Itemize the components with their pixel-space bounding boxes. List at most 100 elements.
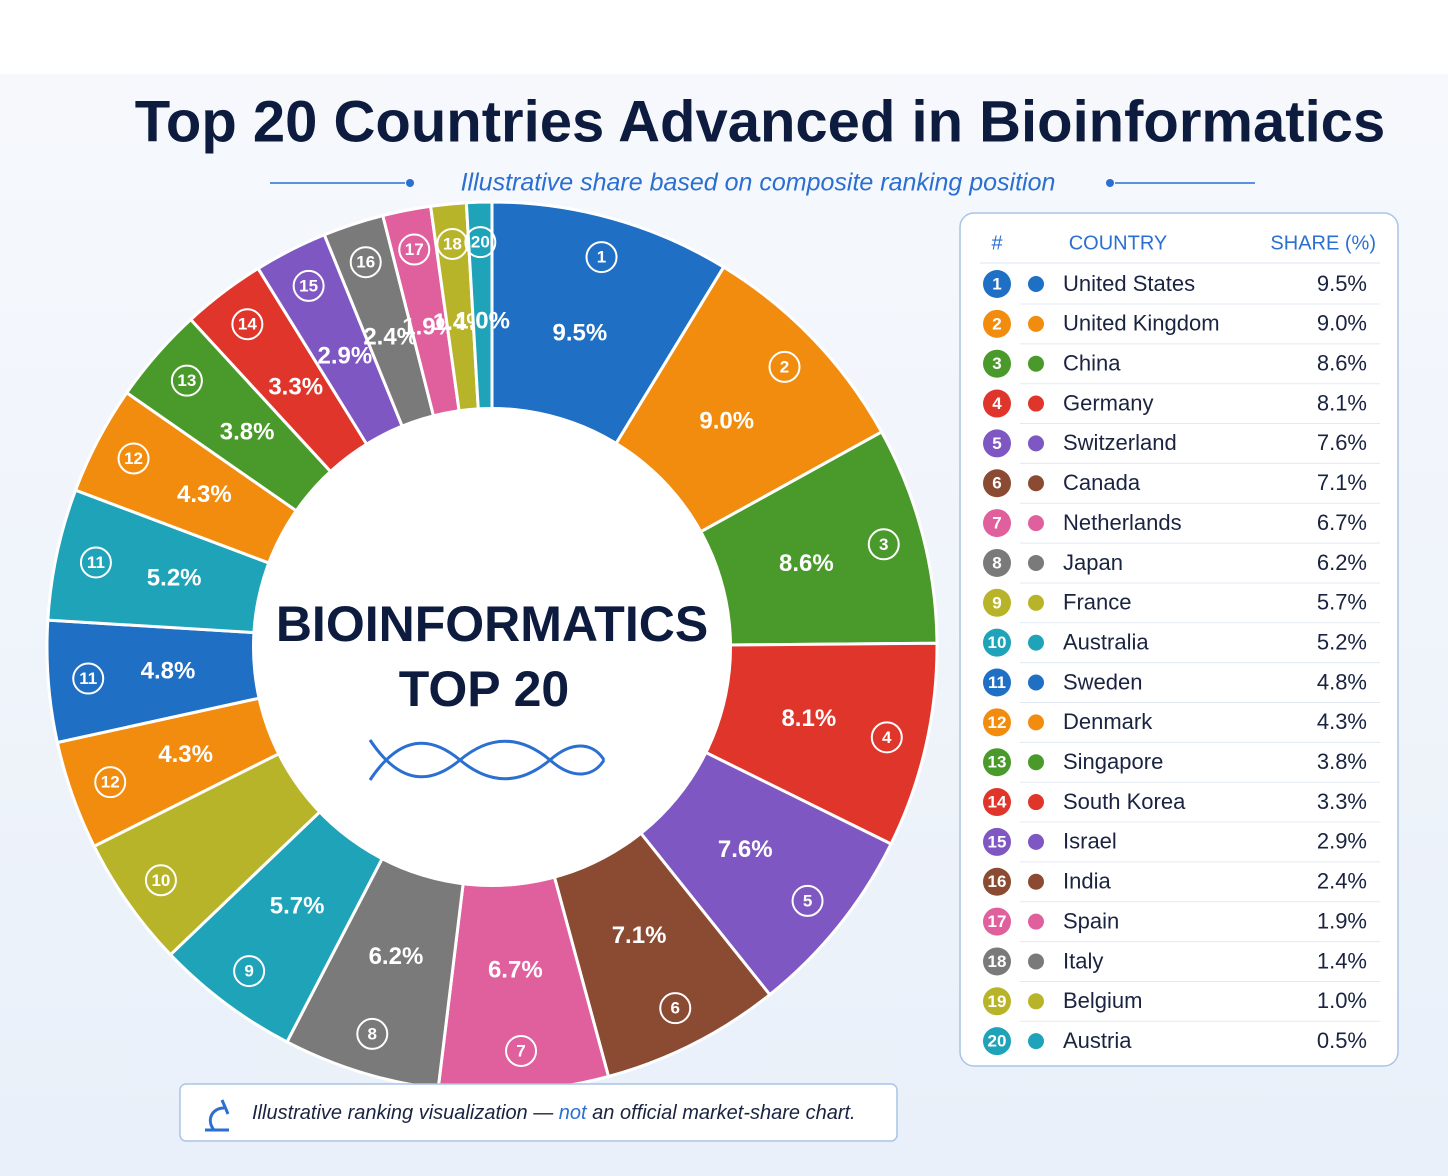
country-name: Germany	[1063, 390, 1153, 415]
color-dot	[1028, 634, 1044, 651]
segment-badge	[72, 662, 105, 695]
country-name: South Korea	[1063, 789, 1186, 814]
color-dot	[1028, 674, 1044, 691]
segment-value-label: 4.3%	[177, 481, 232, 508]
rank-number: 13	[988, 753, 1007, 772]
rank-badge	[983, 987, 1011, 1016]
color-dot	[1028, 1033, 1044, 1050]
donut-hole	[252, 407, 732, 887]
rank-number: 17	[988, 912, 1007, 931]
color-dot	[1028, 953, 1044, 970]
rank-badge	[983, 309, 1011, 338]
color-dot	[1028, 475, 1044, 492]
subtitle-dot	[1106, 179, 1114, 187]
subtitle-dot	[406, 179, 414, 187]
share-value: 3.8%	[1317, 749, 1367, 774]
rank-badge	[983, 907, 1011, 936]
segment-rank: 7	[516, 1041, 525, 1060]
color-dot	[1028, 594, 1044, 611]
color-dot	[1028, 355, 1044, 372]
share-value: 9.0%	[1317, 311, 1367, 336]
country-name: Switzerland	[1063, 430, 1177, 455]
segment-value-label: 5.2%	[147, 565, 202, 592]
rank-badge	[983, 668, 1011, 697]
country-name: Denmark	[1063, 709, 1153, 734]
segment-badge	[144, 864, 177, 897]
share-value: 7.6%	[1317, 430, 1367, 455]
rank-number: 20	[988, 1032, 1007, 1051]
segment-badge	[659, 992, 692, 1025]
segment-rank: 6	[671, 999, 680, 1018]
segment-badge	[398, 233, 431, 266]
rank-number: 6	[992, 474, 1001, 493]
color-dot	[1028, 395, 1044, 412]
segment-value-label: 9.5%	[553, 319, 608, 346]
share-value: 6.7%	[1317, 510, 1367, 535]
subtitle: Illustrative share based on composite ra…	[461, 169, 1056, 197]
segment-value-label: 4.8%	[141, 658, 196, 685]
rank-badge	[983, 867, 1011, 896]
rank-badge	[983, 469, 1011, 498]
segment-badge	[585, 241, 618, 274]
color-dot	[1028, 794, 1044, 811]
rank-badge	[983, 827, 1011, 856]
footer-text: Illustrative ranking visualization —	[252, 1102, 559, 1124]
color-dot	[1028, 913, 1044, 930]
segment-value-label: 2.9%	[318, 343, 373, 370]
share-value: 7.1%	[1317, 470, 1367, 495]
footer-emphasis: not	[559, 1102, 588, 1124]
rank-number: 11	[988, 673, 1006, 692]
segment-rank: 3	[879, 535, 888, 554]
segment-badge	[231, 308, 264, 341]
country-name: Australia	[1063, 629, 1149, 654]
share-value: 1.4%	[1317, 948, 1367, 973]
rank-number: 1	[992, 274, 1001, 293]
share-value: 3.3%	[1317, 789, 1367, 814]
color-dot	[1028, 554, 1044, 571]
segment-value-label: 2.4%	[363, 324, 418, 351]
segment-value-label: 6.7%	[488, 957, 543, 984]
segment-badge	[349, 246, 382, 279]
share-value: 8.1%	[1317, 390, 1367, 415]
color-dot	[1028, 754, 1044, 771]
country-name: France	[1063, 590, 1131, 615]
color-dot	[1028, 435, 1044, 452]
share-value: 0.5%	[1317, 1028, 1367, 1053]
rank-number: 16	[988, 872, 1007, 891]
rank-number: 19	[988, 992, 1007, 1011]
segment-value-label: 8.6%	[779, 550, 834, 577]
share-value: 4.3%	[1317, 709, 1367, 734]
color-dot	[1028, 315, 1044, 332]
rank-number: 15	[988, 832, 1007, 851]
rank-number: 2	[992, 314, 1001, 333]
segment-rank: 16	[356, 253, 375, 272]
dna-icon	[368, 739, 606, 781]
segment-badge	[356, 1017, 389, 1050]
country-name: Belgium	[1063, 988, 1142, 1013]
color-dot	[1028, 515, 1044, 532]
segment-rank: 11	[79, 669, 97, 688]
country-name: Netherlands	[1063, 510, 1182, 535]
footer-box	[179, 1083, 898, 1142]
color-dot	[1028, 993, 1044, 1010]
country-name: India	[1063, 869, 1111, 894]
segment-rank: 13	[177, 371, 196, 390]
rank-badge	[983, 270, 1011, 298]
rank-number: 3	[992, 354, 1001, 373]
segment-value-label: 5.7%	[270, 892, 325, 919]
segment-rank: 5	[803, 891, 812, 910]
color-dot	[1028, 833, 1044, 850]
segment-rank: 10	[151, 871, 170, 890]
segment-rank: 17	[405, 240, 424, 259]
segment-badge	[505, 1034, 538, 1067]
country-name: United States	[1063, 271, 1195, 296]
share-value: 8.6%	[1317, 351, 1367, 376]
center-title: BIOINFORMATICS	[276, 596, 708, 652]
share-value: 5.7%	[1317, 590, 1367, 615]
segment-rank: 9	[244, 962, 253, 981]
segment-value-label: 3.3%	[268, 373, 323, 400]
share-value: 1.0%	[1317, 988, 1367, 1013]
share-value: 4.8%	[1317, 669, 1367, 694]
segment-value-label: 9.0%	[699, 408, 754, 435]
